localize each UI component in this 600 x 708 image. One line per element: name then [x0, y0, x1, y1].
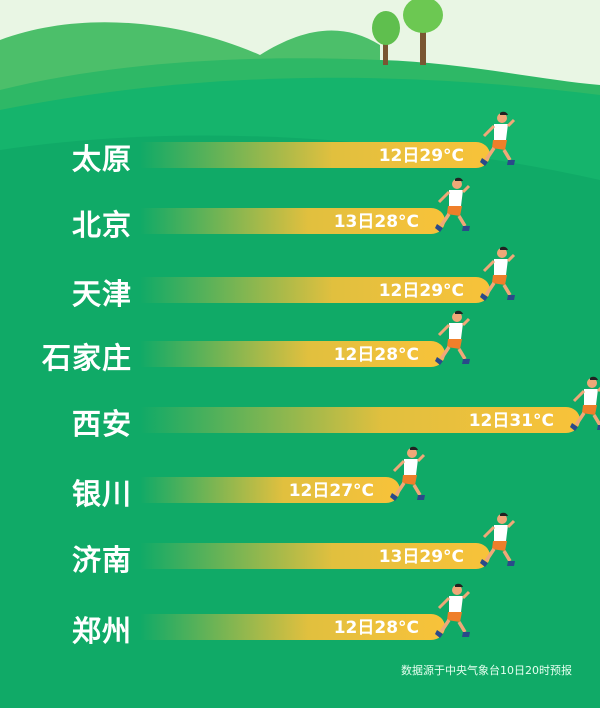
- runner-icon: [435, 310, 471, 365]
- data-label: 12日28°C: [334, 345, 419, 365]
- runner-icon: [480, 246, 516, 301]
- runner-icon: [435, 177, 471, 232]
- category-label: 西安: [71, 407, 132, 441]
- footer-source-note: 数据源于中央气象台10日20时预报: [401, 664, 572, 677]
- runner-icon: [390, 446, 426, 501]
- runner-icon: [435, 583, 471, 638]
- bar: [140, 142, 490, 168]
- category-label: 太原: [71, 142, 132, 176]
- category-label: 天津: [71, 277, 132, 311]
- data-label: 12日29°C: [379, 146, 464, 166]
- bar: [140, 477, 400, 503]
- runner-icon: [480, 512, 516, 567]
- tree-icon: [403, 0, 443, 65]
- bar: [140, 277, 490, 303]
- tree-icon: [372, 11, 400, 65]
- bar: [140, 543, 490, 569]
- data-label: 12日29°C: [379, 281, 464, 301]
- bar: [140, 208, 445, 234]
- category-label: 济南: [71, 543, 132, 577]
- bar: [140, 614, 445, 640]
- runner-icon: [570, 376, 600, 431]
- bar: [140, 407, 580, 433]
- category-label: 北京: [71, 208, 132, 242]
- data-label: 13日28°C: [334, 212, 419, 232]
- data-label: 12日31°C: [469, 411, 554, 431]
- category-label: 石家庄: [41, 341, 132, 375]
- runner-icon: [480, 111, 516, 166]
- bar: [140, 341, 445, 367]
- category-label: 银川: [71, 477, 132, 511]
- category-label: 郑州: [71, 614, 132, 648]
- data-label: 12日27°C: [289, 481, 374, 501]
- data-label: 13日29°C: [379, 547, 464, 567]
- data-label: 12日28°C: [334, 618, 419, 638]
